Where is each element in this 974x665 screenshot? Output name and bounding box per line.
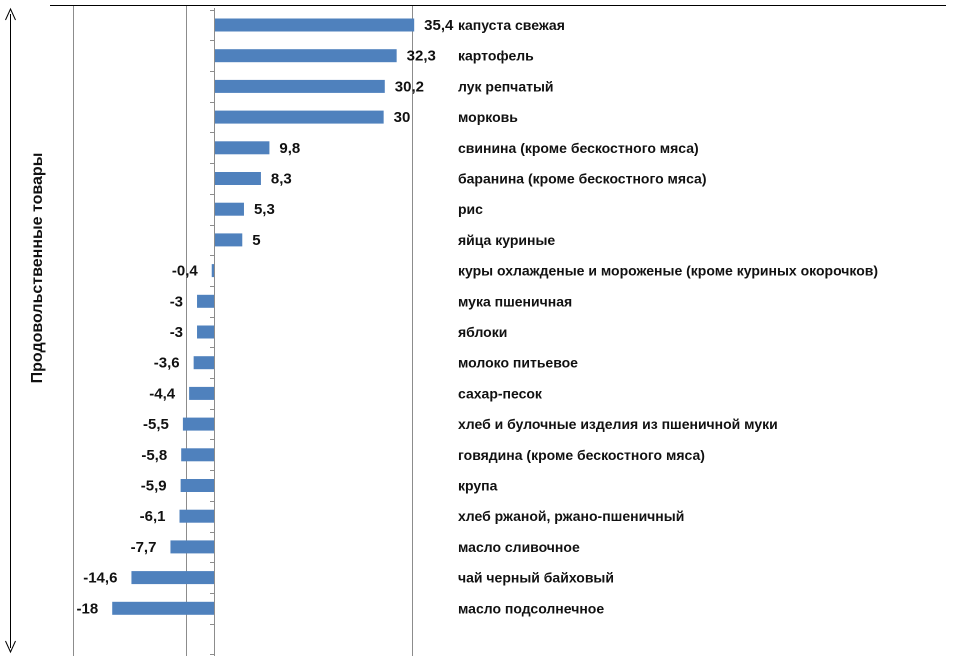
value-label: -5,8	[141, 447, 167, 464]
value-label: -18	[77, 600, 99, 617]
bar	[214, 49, 397, 63]
bar	[193, 356, 214, 370]
category-label: масло сливочное	[458, 539, 580, 555]
category-label: яблоки	[458, 324, 507, 340]
value-label: -6,1	[140, 508, 166, 525]
bar	[179, 509, 214, 523]
category-label: лук репчатый	[458, 78, 554, 94]
value-label: -3	[170, 324, 183, 341]
value-label: 30,2	[395, 78, 424, 95]
bar	[197, 294, 214, 308]
value-label: -3,6	[154, 355, 180, 372]
category-label: морковь	[458, 109, 518, 125]
bar	[214, 141, 270, 155]
category-label: куры охлажденые и мороженые (кроме курин…	[458, 263, 878, 279]
bar	[180, 479, 214, 492]
category-label: крупа	[458, 478, 498, 494]
value-label: 35,4	[424, 17, 454, 34]
value-label: -14,6	[83, 570, 117, 587]
value-label: -4,4	[149, 385, 176, 402]
value-label: 5,3	[254, 201, 275, 218]
value-label: 8,3	[271, 171, 292, 188]
labels: 35,4 капуста свежая 32,3 картофель 30,2 лук р…	[77, 17, 879, 617]
value-label: -0,4	[172, 263, 199, 280]
category-label: свинина (кроме бескостного мяса)	[458, 140, 699, 156]
value-label: -5,9	[141, 478, 167, 495]
category-label: молоко питьевое	[458, 355, 578, 371]
category-label: масло подсолнечное	[458, 600, 604, 616]
bar	[197, 325, 214, 339]
bar	[214, 18, 415, 32]
axes: Продовольственные товары	[5, 5, 946, 656]
value-label: 32,3	[407, 48, 436, 65]
category-label: рис	[458, 201, 483, 217]
bars	[112, 18, 415, 615]
bar	[182, 417, 214, 431]
bar	[211, 264, 214, 278]
bar	[214, 233, 243, 247]
category-label: чай черный байховый	[458, 570, 614, 586]
category-label: хлеб и булочные изделия из пшеничной мук…	[458, 416, 778, 432]
category-label: капуста свежая	[458, 17, 565, 33]
category-label: яйца куриные	[458, 232, 555, 248]
bar	[170, 540, 214, 554]
category-label: хлеб ржаной, ржано-пшеничный	[458, 508, 684, 524]
bar	[131, 571, 214, 585]
value-label: 9,8	[279, 140, 300, 157]
gridlines	[73, 6, 413, 656]
bar	[112, 601, 214, 615]
bar	[214, 79, 385, 93]
value-label: -5,5	[143, 416, 169, 433]
category-label: говядина (кроме бескостного мяса)	[458, 447, 705, 463]
bar	[214, 172, 261, 185]
value-label: -3	[170, 293, 183, 310]
value-label: 5	[252, 232, 260, 249]
bar	[181, 448, 214, 462]
axis-title: Продовольственные товары	[29, 153, 46, 384]
category-label: мука пшеничная	[458, 293, 572, 309]
bar	[189, 386, 214, 400]
value-label: 30	[394, 109, 411, 126]
bar	[214, 202, 244, 216]
category-label: картофель	[458, 48, 534, 64]
value-label: -7,7	[131, 539, 157, 556]
arrow-up-icon	[5, 7, 16, 21]
arrow-down-icon	[5, 640, 16, 654]
category-label: сахар-песок	[458, 385, 543, 401]
category-label: баранина (кроме бескостного мяса)	[458, 171, 706, 187]
bar	[214, 110, 384, 124]
